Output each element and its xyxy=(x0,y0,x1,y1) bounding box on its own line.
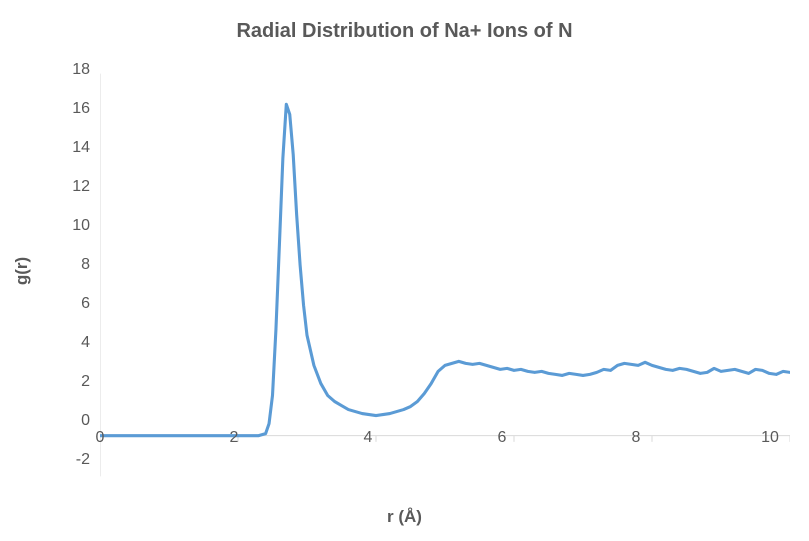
chart-title: Radial Distribution of Na+ Ions of N xyxy=(0,20,809,43)
chart-root: Radial Distribution of Na+ Ions of N g(r… xyxy=(0,0,809,541)
plot-svg xyxy=(100,70,790,480)
x-tick-label: 2 xyxy=(214,429,254,447)
y-tick-label: 10 xyxy=(50,217,90,235)
x-axis-label: r (Å) xyxy=(0,507,809,527)
series-line xyxy=(100,104,790,435)
y-tick-label: 0 xyxy=(50,412,90,430)
y-tick-label: 14 xyxy=(50,139,90,157)
x-tick-label: 6 xyxy=(482,429,522,447)
x-tick-label: 10 xyxy=(750,429,790,447)
y-tick-label: -2 xyxy=(50,451,90,469)
y-tick-label: 16 xyxy=(50,100,90,118)
x-tick-label: 4 xyxy=(348,429,388,447)
y-tick-label: 4 xyxy=(50,334,90,352)
y-tick-label: 2 xyxy=(50,373,90,391)
y-tick-label: 12 xyxy=(50,178,90,196)
y-tick-label: 18 xyxy=(50,61,90,79)
y-axis-label: g(r) xyxy=(12,256,32,284)
y-tick-label: 8 xyxy=(50,256,90,274)
x-tick-label: 0 xyxy=(80,429,120,447)
y-tick-label: 6 xyxy=(50,295,90,313)
x-tick-label: 8 xyxy=(616,429,656,447)
